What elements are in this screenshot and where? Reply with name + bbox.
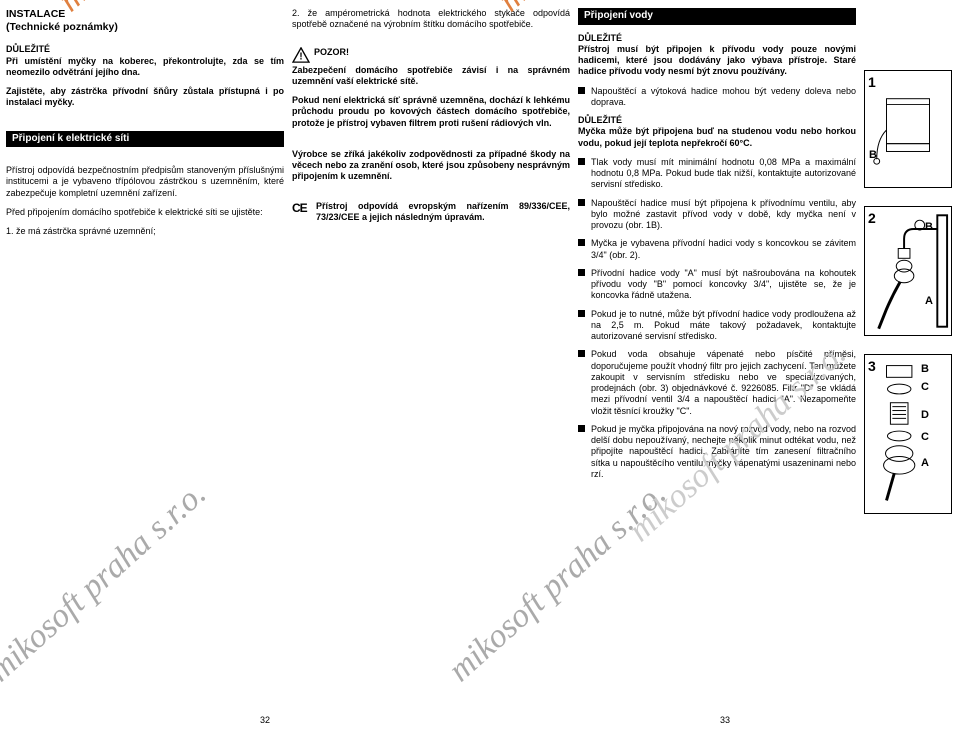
figure-label-b: B bbox=[921, 363, 929, 377]
figure-number: 1 bbox=[868, 74, 876, 92]
bullet-text: Pokud voda obsahuje vápenaté nebo písčit… bbox=[591, 349, 856, 417]
important-lead-2: DŮLEŽITÉ bbox=[578, 33, 622, 43]
bullet-text: Napouštěcí a výtoková hadice mohou být v… bbox=[591, 86, 856, 109]
bullet-text: Přívodní hadice vody "A" musí být našrou… bbox=[591, 268, 856, 302]
figure-label-c: C bbox=[921, 381, 929, 395]
page-number-right: 33 bbox=[720, 715, 730, 726]
figure-label-b: B bbox=[925, 221, 933, 235]
tap-hose-icon bbox=[865, 206, 951, 336]
bullet-text: Tlak vody musí mít minimální hodnotu 0,0… bbox=[591, 157, 856, 191]
important-text-2: Přístroj musí být připojen k přívodu vod… bbox=[578, 44, 856, 77]
bullet-icon bbox=[578, 87, 585, 94]
bullet-filter: Pokud voda obsahuje vápenaté nebo písčit… bbox=[578, 349, 856, 417]
list-item-2: 2. že ampérometrická hodnota elektrickéh… bbox=[292, 8, 570, 31]
warning-icon: ! bbox=[292, 47, 310, 63]
warning-row: ! POZOR! bbox=[292, 47, 570, 63]
important-lead: DŮLEŽITÉ bbox=[6, 44, 50, 54]
before-connect: Před připojením domácího spotřebiče k el… bbox=[6, 207, 284, 218]
title-line1: INSTALACE bbox=[6, 8, 284, 21]
ce-icon: CE bbox=[292, 201, 310, 216]
filter-assembly-icon bbox=[865, 354, 951, 514]
figure-label-c2: C bbox=[921, 431, 929, 445]
column-1: INSTALACE (Technické poznámky) DŮLEŽITÉ … bbox=[6, 8, 284, 722]
warning-label: POZOR! bbox=[314, 47, 349, 58]
warning-text: Zabezpečení domácího spotřebiče závisí i… bbox=[292, 65, 570, 88]
important-block: DŮLEŽITÉ Při umístění myčky na koberec, … bbox=[6, 44, 284, 78]
section-water: Připojení vody bbox=[578, 8, 856, 25]
figure-label-d: D bbox=[921, 409, 929, 423]
bullet-text: Myčka je vybavena přívodní hadici vody s… bbox=[591, 238, 856, 261]
important-text-3: Myčka může být připojena buď na studenou… bbox=[578, 126, 856, 147]
figure-1: 1 B bbox=[864, 70, 952, 188]
list-item-1: 1. že má zástrčka správné uzemnění; bbox=[6, 226, 284, 237]
figure-3: 3 B C D C A bbox=[864, 354, 952, 514]
bullet-hose-direction: Napouštěcí a výtoková hadice mohou být v… bbox=[578, 86, 856, 109]
important-text: Při umístění myčky na koberec, překontro… bbox=[6, 56, 284, 77]
bullet-icon bbox=[578, 269, 585, 276]
bullet-valve: Napouštěcí hadice musí být připojena k p… bbox=[578, 198, 856, 232]
column-2: 2. že ampérometrická hodnota elektrickéh… bbox=[292, 8, 570, 722]
plug-note: Zajistěte, aby zástrčka přívodní šňůry z… bbox=[6, 86, 284, 109]
main-title: INSTALACE (Technické poznámky) bbox=[6, 8, 284, 34]
grounding-text: Pokud není elektrická síť správně uzemně… bbox=[292, 95, 570, 129]
bullet-pressure: Tlak vody musí mít minimální hodnotu 0,0… bbox=[578, 157, 856, 191]
bullet-text: Pokud je to nutné, může být přívodní had… bbox=[591, 309, 856, 343]
bullet-icon bbox=[578, 158, 585, 165]
column-figures: 1 B 2 B A 3 bbox=[864, 8, 954, 722]
section-electrical: Připojení k elektrické síti bbox=[6, 131, 284, 148]
bullet-text: Pokud je myčka připojována na nový rozvo… bbox=[591, 424, 856, 480]
bullet-new-supply: Pokud je myčka připojována na nový rozvo… bbox=[578, 424, 856, 480]
ce-row: CE Přístroj odpovídá evropským nařízením… bbox=[292, 201, 570, 224]
figure-label-a: A bbox=[925, 295, 933, 309]
bullet-hose-ab: Přívodní hadice vody "A" musí být našrou… bbox=[578, 268, 856, 302]
bullet-icon bbox=[578, 239, 585, 246]
water-important-1: DŮLEŽITÉ Přístroj musí být připojen k př… bbox=[578, 33, 856, 78]
bullet-text: Napouštěcí hadice musí být připojena k p… bbox=[591, 198, 856, 232]
svg-text:!: ! bbox=[299, 51, 302, 62]
disclaimer-text: Výrobce se zříká jakékoliv zodpovědnosti… bbox=[292, 149, 570, 183]
title-line2: (Technické poznámky) bbox=[6, 21, 284, 34]
bullet-icon bbox=[578, 350, 585, 357]
bullet-icon bbox=[578, 310, 585, 317]
bullet-icon bbox=[578, 425, 585, 432]
ce-text: Přístroj odpovídá evropským nařízením 89… bbox=[316, 201, 570, 224]
page-number-left: 32 bbox=[260, 715, 270, 726]
water-important-2: DŮLEŽITÉ Myčka může být připojena buď na… bbox=[578, 115, 856, 149]
dishwasher-icon bbox=[865, 70, 951, 188]
column-3: Připojení vody DŮLEŽITÉ Přístroj musí bý… bbox=[578, 8, 856, 722]
document-page: INSTALACE (Technické poznámky) DŮLEŽITÉ … bbox=[0, 0, 960, 730]
important-lead-3: DŮLEŽITÉ bbox=[578, 115, 622, 125]
figure-number: 2 bbox=[868, 210, 876, 228]
figure-2: 2 B A bbox=[864, 206, 952, 336]
bullet-extend: Pokud je to nutné, může být přívodní had… bbox=[578, 309, 856, 343]
figure-label-b: B bbox=[869, 149, 877, 163]
bullet-icon bbox=[578, 199, 585, 206]
safety-para: Přístroj odpovídá bezpečnostním předpisů… bbox=[6, 165, 284, 199]
bullet-thread: Myčka je vybavena přívodní hadici vody s… bbox=[578, 238, 856, 261]
figure-label-a: A bbox=[921, 457, 929, 471]
figure-number: 3 bbox=[868, 358, 876, 376]
